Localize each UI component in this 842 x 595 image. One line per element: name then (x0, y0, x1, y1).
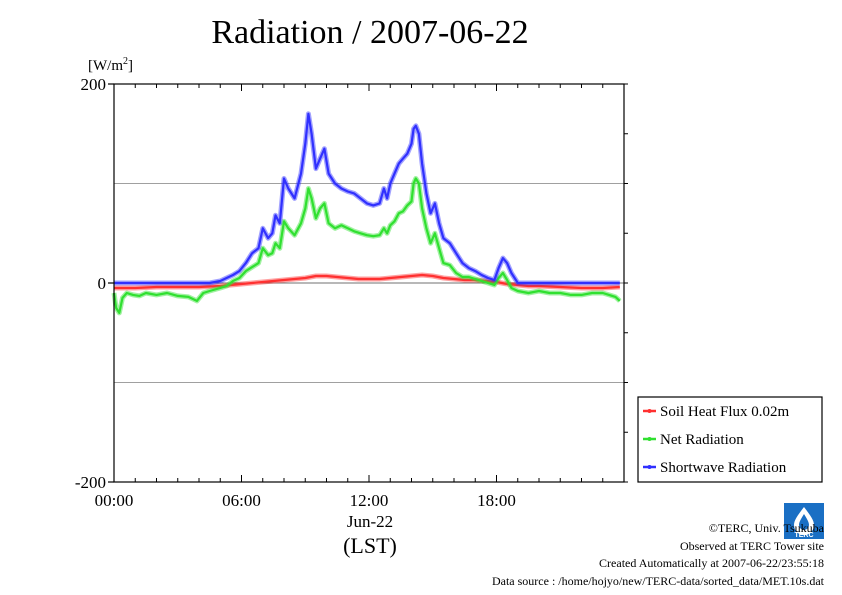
legend-label: Net Radiation (660, 432, 744, 448)
series-line (114, 112, 620, 285)
x-zone-label: (LST) (343, 533, 397, 558)
observed-text: Observed at TERC Tower site (679, 538, 824, 553)
y-tick-label: 0 (98, 274, 107, 293)
unit-close: ] (128, 58, 133, 74)
x-tick-label: 12:00 (350, 491, 389, 510)
x-tick-label: 18:00 (477, 491, 516, 510)
legend-label: Soil Heat Flux 0.02m (660, 404, 790, 420)
logo-text: TERC (794, 532, 813, 539)
x-axis: 00:00 06:00 12:00 18:00 (95, 84, 625, 510)
series-line (114, 273, 620, 290)
legend-marker (647, 409, 652, 413)
chart-title: Radiation / 2007-06-22 (211, 14, 529, 51)
series-line (112, 177, 621, 314)
unit-exponent: 2 (123, 56, 128, 67)
source-text: Data source : /home/hojyo/new/TERC-data/… (491, 573, 824, 588)
series-lines (111, 111, 622, 316)
y-tick-label: 200 (81, 75, 107, 94)
series-halo (114, 111, 620, 286)
x-tick-label: 06:00 (222, 491, 261, 510)
created-text: Created Automatically at 2007-06-22/23:5… (599, 556, 824, 570)
credits-block: ©TERC, Univ. Tsukuba Observed at TERC To… (492, 520, 824, 590)
terc-logo-icon: TERC (784, 503, 824, 539)
legend-marker (647, 437, 652, 441)
x-date-label: Jun-22 (346, 512, 394, 531)
legend-marker (647, 465, 652, 469)
legend-box (637, 396, 823, 483)
legend: Soil Heat Flux 0.02m Net Radiation Shortwa… (637, 396, 823, 483)
y-tick-label: -200 (75, 473, 106, 492)
x-tick-label: 00:00 (95, 491, 134, 510)
y-axis-unit: [W/m2] (88, 56, 133, 75)
copyright-text: ©TERC, Univ. Tsukuba (708, 521, 824, 535)
legend-label: Shortwave Radiation (660, 460, 787, 476)
unit-base: [W/m (88, 58, 123, 74)
y-axis: 200 0 -200 (75, 75, 628, 492)
